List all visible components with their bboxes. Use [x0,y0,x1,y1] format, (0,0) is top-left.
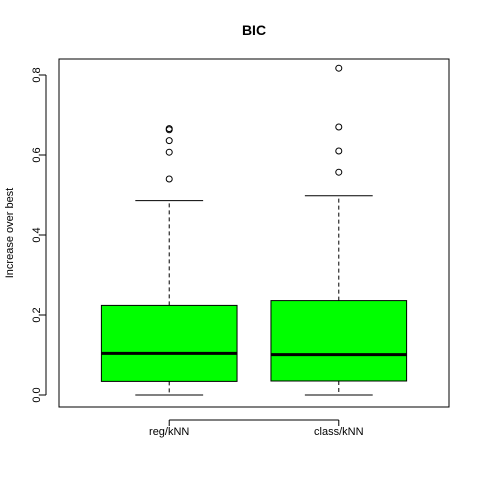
outlier-point [165,175,173,183]
plot-frame [58,58,450,408]
outlier-point [335,168,343,176]
boxes [100,64,408,396]
chart-title: BIC [242,22,266,38]
iqr-box [270,300,408,382]
outlier-point [165,125,173,133]
outlier-point [335,64,343,72]
outlier-point [165,148,173,156]
x-tick-label: reg/kNN [149,426,189,438]
box-1 [100,125,238,396]
outlier-point [165,137,173,145]
x-axis: reg/kNN class/kNN [149,419,364,438]
y-tick-label: 0.0 [31,387,43,402]
y-axis: 0.0 0.2 0.4 0.6 0.8 [31,67,47,403]
outlier-point [335,147,343,155]
y-tick-label: 0.8 [31,67,43,82]
x-tick-label: class/kNN [314,426,364,438]
y-tick-label: 0.6 [31,147,43,162]
box-2 [270,64,408,396]
y-axis-label: Increase over best [4,188,16,279]
outlier-point [335,123,343,131]
y-tick-label: 0.4 [31,227,43,242]
y-tick-label: 0.2 [31,307,43,322]
iqr-box [100,304,238,382]
